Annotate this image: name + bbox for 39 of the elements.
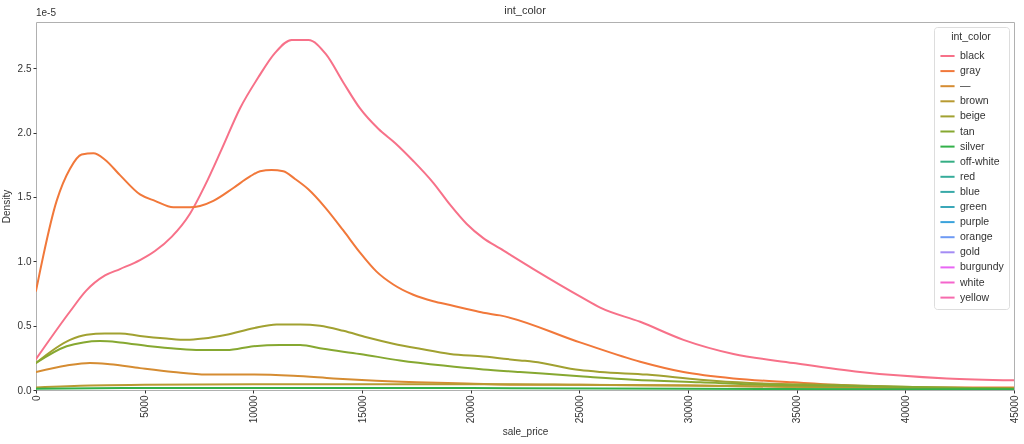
legend-label: — bbox=[960, 79, 971, 92]
y-tick-label: 2.5 bbox=[17, 62, 32, 74]
y-tick-label: 0.5 bbox=[17, 320, 32, 332]
legend-label: brown bbox=[960, 94, 989, 107]
x-axis-title: sale_price bbox=[502, 426, 549, 438]
legend-title: int_color bbox=[951, 30, 992, 42]
x-tick-label: 40000 bbox=[899, 395, 911, 424]
legend-label: beige bbox=[960, 109, 986, 122]
legend-label: tan bbox=[960, 124, 975, 137]
y-tick-label: 1.5 bbox=[17, 191, 32, 203]
legend-label: red bbox=[960, 169, 976, 182]
legend-label: green bbox=[960, 200, 988, 212]
legend-label: white bbox=[959, 275, 985, 288]
text: 1e-5 bbox=[36, 7, 57, 18]
legend-label: orange bbox=[960, 230, 993, 243]
legend-label: silver bbox=[960, 139, 986, 152]
x-tick-label: 35000 bbox=[791, 395, 803, 424]
legend-label: yellow bbox=[960, 290, 990, 303]
y-axis-title: Density bbox=[0, 189, 12, 224]
y-tick-label: 1.0 bbox=[17, 255, 32, 267]
legend-label: gold bbox=[960, 245, 981, 258]
legend-label: burgundy bbox=[960, 260, 1005, 273]
line-series bbox=[36, 152, 1014, 389]
y-tick-label: 0.0 bbox=[17, 384, 32, 396]
x-tick-label: 15000 bbox=[356, 395, 368, 424]
chart-title: int_color bbox=[504, 4, 547, 16]
x-tick-label: 0 bbox=[30, 395, 42, 402]
legend-label: off-white bbox=[960, 154, 1000, 167]
x-tick-label: 30000 bbox=[682, 395, 694, 424]
x-tick-label: 45000 bbox=[1008, 395, 1020, 424]
legend-label: gray bbox=[960, 64, 982, 77]
legend-label: blue bbox=[960, 184, 981, 197]
x-tick-label: 20000 bbox=[465, 395, 477, 424]
legend-label: purple bbox=[960, 215, 990, 228]
y-tick-label: 2.0 bbox=[17, 127, 32, 139]
x-tick-label: 10000 bbox=[247, 395, 259, 424]
x-tick-label: 25000 bbox=[573, 395, 585, 424]
x-tick-label: 5000 bbox=[139, 395, 151, 418]
legend-label: black bbox=[960, 49, 986, 61]
